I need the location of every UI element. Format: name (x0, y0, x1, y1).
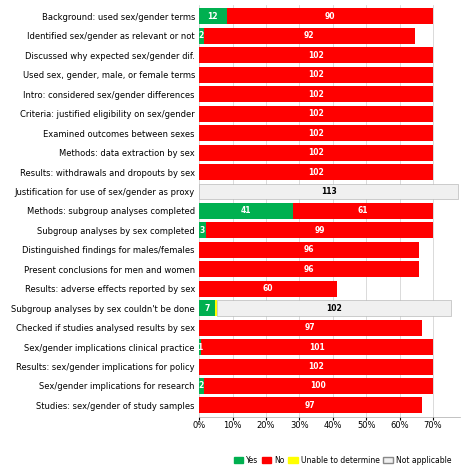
Text: 60: 60 (263, 284, 273, 293)
Text: 2: 2 (199, 382, 204, 391)
Bar (201, 339, 433, 355)
Bar (218, 300, 451, 316)
Bar (215, 300, 218, 316)
Bar (199, 47, 433, 64)
Bar (199, 125, 433, 141)
Text: 7: 7 (204, 304, 210, 313)
Bar (199, 164, 433, 180)
Text: 102: 102 (308, 128, 324, 137)
Bar (199, 242, 419, 258)
Bar (199, 106, 433, 122)
Text: 41: 41 (241, 207, 251, 215)
Text: 97: 97 (305, 323, 316, 332)
Text: 12: 12 (208, 12, 218, 21)
Bar (199, 183, 458, 200)
Bar (199, 145, 433, 161)
Text: 2: 2 (199, 31, 204, 40)
Bar (199, 319, 421, 336)
Bar (293, 203, 433, 219)
Text: 97: 97 (305, 401, 316, 410)
Bar (206, 222, 433, 238)
Text: 102: 102 (308, 90, 324, 99)
Text: 101: 101 (310, 343, 325, 352)
Bar (199, 378, 204, 394)
Bar (199, 281, 337, 297)
Text: 96: 96 (304, 265, 314, 274)
Legend: Yes, No, Unable to determine, Not applicable: Yes, No, Unable to determine, Not applic… (231, 453, 454, 467)
Bar (204, 378, 433, 394)
Bar (199, 28, 204, 44)
Text: 90: 90 (325, 12, 335, 21)
Bar (199, 300, 215, 316)
Text: 3: 3 (200, 226, 205, 235)
Text: 102: 102 (308, 148, 324, 157)
Text: 99: 99 (314, 226, 325, 235)
Text: 113: 113 (321, 187, 337, 196)
Text: 92: 92 (304, 31, 314, 40)
Bar (199, 398, 421, 413)
Text: 102: 102 (308, 51, 324, 60)
Text: 102: 102 (308, 167, 324, 176)
Bar (199, 222, 206, 238)
Bar (199, 261, 419, 277)
Bar (227, 9, 433, 24)
Text: 96: 96 (304, 246, 314, 255)
Bar (199, 9, 227, 24)
Bar (199, 358, 433, 374)
Text: 61: 61 (358, 207, 368, 215)
Text: 100: 100 (310, 382, 326, 391)
Text: 1: 1 (198, 343, 203, 352)
Text: 102: 102 (327, 304, 342, 313)
Bar (199, 203, 293, 219)
Bar (199, 339, 201, 355)
Bar (199, 67, 433, 83)
Text: 102: 102 (308, 109, 324, 118)
Text: 102: 102 (308, 362, 324, 371)
Text: 102: 102 (308, 70, 324, 79)
Bar (199, 86, 433, 102)
Bar (204, 28, 415, 44)
